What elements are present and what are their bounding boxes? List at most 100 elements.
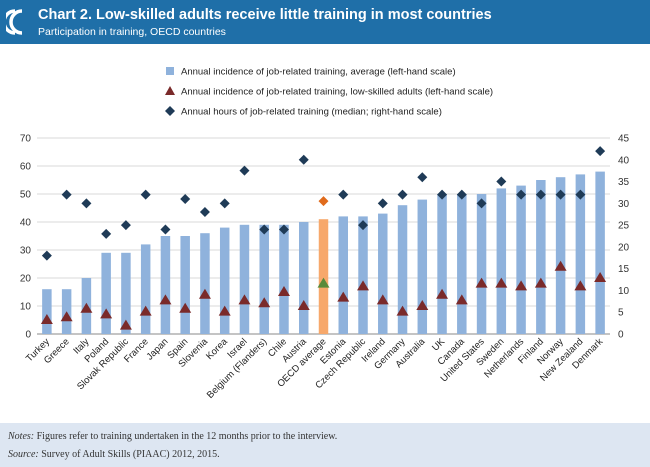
diamond-point — [199, 207, 210, 218]
bar — [279, 224, 289, 334]
oecd-logo-icon — [6, 9, 23, 35]
diamond-point — [41, 250, 52, 261]
note-text: Figures refer to training undertaken in … — [34, 431, 338, 442]
y2-tick-label: 40 — [618, 155, 630, 166]
triangle-point — [554, 260, 567, 271]
chart-subtitle: Participation in training, OECD countrie… — [38, 26, 226, 38]
bar — [239, 224, 250, 334]
triangle-point — [416, 300, 429, 310]
diamond-point — [397, 189, 408, 200]
y-tick-label: 10 — [20, 302, 32, 313]
triangle-point — [475, 277, 488, 288]
triangle-point — [139, 305, 152, 316]
triangle-point — [100, 308, 113, 319]
y2-tick-label: 30 — [618, 199, 630, 210]
diamond-point — [180, 193, 191, 204]
diamond-point — [338, 189, 349, 200]
bar — [200, 233, 210, 334]
triangle-point — [396, 305, 409, 316]
triangle-point — [357, 280, 370, 291]
triangle-point — [198, 288, 211, 299]
triangle-point — [297, 300, 310, 310]
triangle-point — [495, 277, 508, 288]
y2-tick-label: 35 — [618, 177, 630, 188]
bar — [575, 174, 586, 334]
note-label: Notes: — [8, 431, 35, 442]
triangle-point — [60, 311, 73, 322]
bar — [298, 222, 309, 334]
diamond-point — [476, 198, 487, 209]
triangle-point — [40, 314, 53, 324]
y2-tick-label: 25 — [618, 221, 630, 232]
diamond-point — [417, 172, 428, 183]
y2-tick-label: 15 — [618, 264, 630, 275]
y-tick-label: 30 — [20, 246, 32, 257]
triangle-point — [258, 297, 271, 308]
triangle-point — [119, 319, 132, 330]
y2-tick-label: 10 — [618, 286, 630, 297]
y2-tick-label: 5 — [618, 308, 624, 319]
note-line: Notes: Figures refer to training underta… — [8, 431, 337, 442]
y2-tick-label: 20 — [618, 242, 630, 253]
bar — [318, 219, 329, 334]
triangle-point — [515, 280, 528, 291]
diamond-point — [516, 189, 527, 200]
bar — [140, 244, 151, 334]
source-label: Source: — [8, 449, 39, 460]
bar — [101, 252, 111, 334]
triangle-point — [455, 294, 468, 305]
bar — [259, 224, 269, 334]
y-tick-label: 60 — [20, 162, 32, 173]
bar — [180, 236, 190, 334]
triangle-point — [574, 280, 587, 291]
diamond-point — [318, 196, 329, 207]
bar — [219, 227, 230, 334]
triangle-point — [436, 288, 449, 299]
diamond-point — [219, 198, 230, 209]
triangle-point — [317, 277, 330, 288]
diamond-point — [555, 189, 566, 200]
diamond-point — [120, 220, 131, 231]
triangle-point — [218, 305, 231, 316]
bar — [378, 213, 388, 334]
diamond-point — [140, 189, 151, 200]
diamond-point — [377, 198, 388, 209]
diamond-point — [259, 224, 270, 235]
bar — [476, 194, 487, 334]
diamond-point — [496, 176, 507, 187]
legend-label: Annual incidence of job-related training… — [181, 67, 456, 78]
diamond-point — [595, 146, 606, 157]
y-tick-label: 50 — [20, 190, 32, 201]
legend-label: Annual incidence of job-related training… — [181, 87, 493, 98]
y-tick-label: 0 — [25, 330, 31, 341]
bar — [437, 194, 447, 334]
triangle-point — [534, 277, 547, 288]
source-text: Survey of Adult Skills (PIAAC) 2012, 201… — [38, 449, 220, 460]
bar — [121, 252, 131, 334]
diamond-point — [81, 198, 92, 209]
category-label: Japan — [144, 336, 170, 362]
legend-bar-swatch — [166, 67, 174, 75]
triangle-point — [159, 294, 172, 305]
triangle-point — [337, 291, 350, 302]
diamond-point — [575, 189, 586, 200]
y-tick-label: 20 — [20, 274, 32, 285]
diamond-point — [298, 154, 309, 165]
triangle-point — [594, 272, 607, 282]
diamond-point — [101, 228, 112, 239]
diamond-point — [535, 189, 546, 200]
diamond-point — [437, 189, 448, 200]
bar — [496, 188, 507, 334]
diamond-point — [160, 224, 171, 235]
y-tick-label: 70 — [20, 134, 32, 145]
notes-panel: Notes: Figures refer to training underta… — [0, 423, 650, 467]
bar — [516, 185, 526, 334]
category-label: Korea — [204, 336, 230, 362]
triangle-point — [179, 302, 192, 313]
chart-header: Chart 2. Low-skilled adults receive litt… — [0, 0, 650, 44]
y2-tick-label: 0 — [618, 330, 624, 341]
legend-label: Annual hours of job-related training (me… — [181, 107, 442, 118]
diamond-point — [358, 220, 369, 231]
bar — [338, 216, 349, 334]
